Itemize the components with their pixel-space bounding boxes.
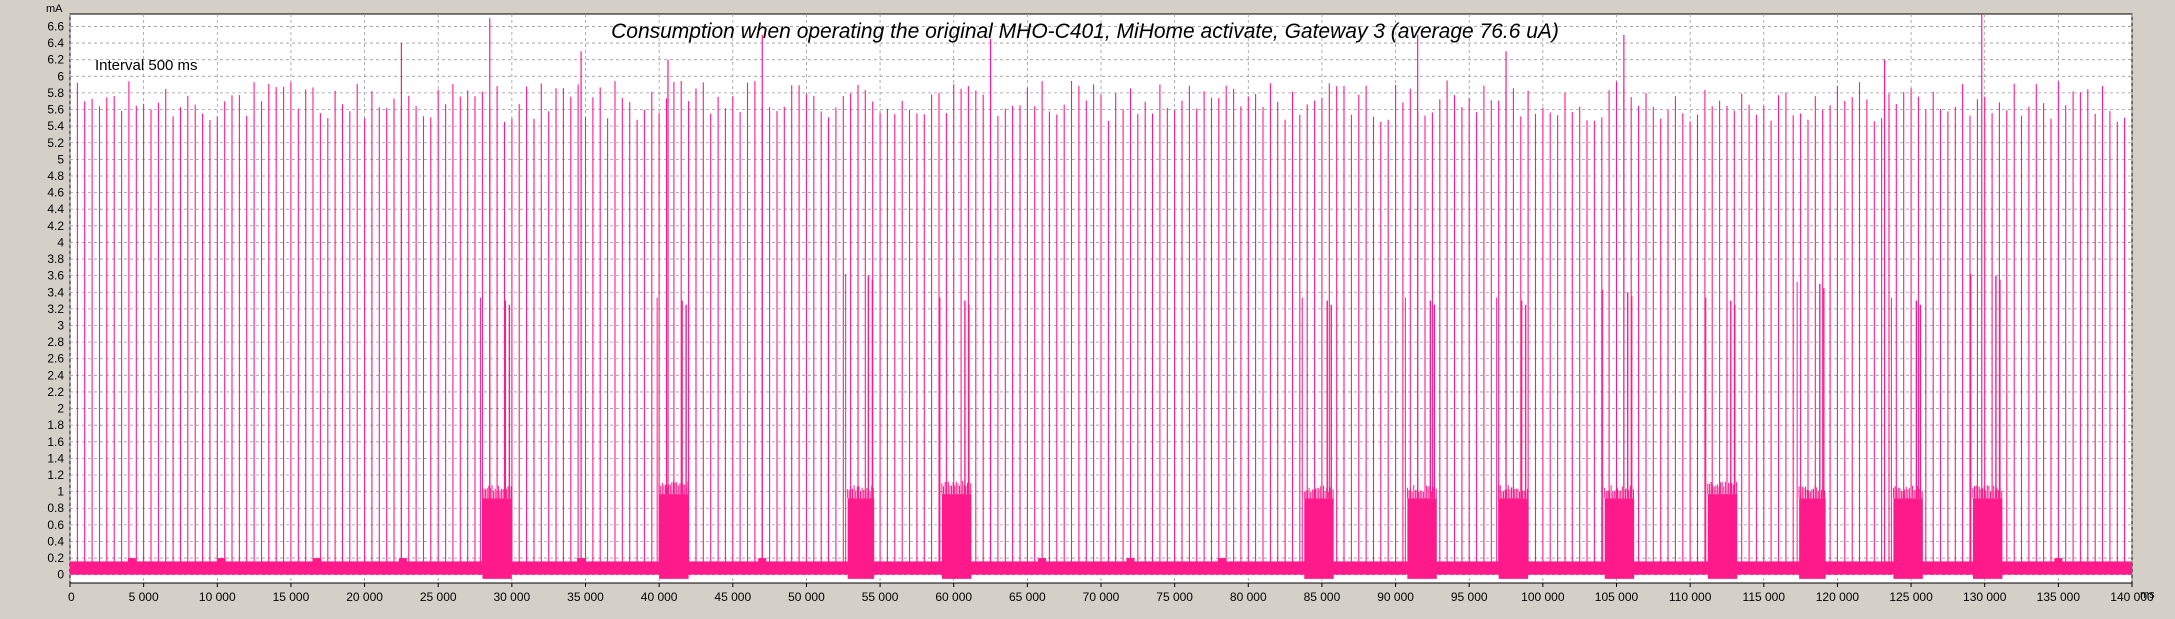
x-axis-label: ms: [2140, 589, 2155, 601]
y-tick-label: 1: [57, 485, 64, 499]
y-tick-label: 0.8: [47, 501, 64, 515]
activity-burst: [1498, 498, 1529, 579]
x-tick-label: 10 000: [199, 590, 236, 604]
activity-burst: [1604, 498, 1635, 579]
y-tick-label: 2.4: [47, 368, 64, 382]
y-tick-label: 1.8: [47, 418, 64, 432]
y-tick-label: 0.4: [47, 534, 64, 548]
x-tick-label: 30 000: [494, 590, 531, 604]
x-tick-label: 130 000: [1963, 590, 2007, 604]
minor-bump: [1038, 558, 1047, 569]
minor-bump: [2054, 558, 2063, 569]
y-tick-label: 1.6: [47, 435, 64, 449]
activity-burst: [941, 494, 972, 579]
x-tick-label: 15 000: [273, 590, 310, 604]
y-tick-label: 4.8: [47, 169, 64, 183]
y-tick-label: 2.8: [47, 335, 64, 349]
y-tick-label: 6.6: [47, 19, 64, 33]
x-tick-label: 140 000: [2110, 590, 2154, 604]
x-tick-label: 125 000: [1889, 590, 1933, 604]
minor-bump: [127, 558, 136, 569]
minor-bump: [1217, 558, 1226, 569]
y-tick-label: 6.4: [47, 36, 64, 50]
x-tick-label: 70 000: [1083, 590, 1120, 604]
x-tick-label: 95 000: [1451, 590, 1488, 604]
y-tick-label: 3.8: [47, 252, 64, 266]
y-tick-label: 5.2: [47, 136, 64, 150]
x-tick-label: 135 000: [2037, 590, 2081, 604]
y-tick-label: 4: [57, 235, 64, 249]
y-tick-label: 5.4: [47, 119, 64, 133]
x-tick-label: 60 000: [935, 590, 972, 604]
y-tick-label: 4.2: [47, 219, 64, 233]
y-tick-label: 0.6: [47, 518, 64, 532]
x-tick-label: 65 000: [1009, 590, 1046, 604]
y-tick-label: 4.4: [47, 202, 64, 216]
chart-title: Consumption when operating the original …: [611, 20, 1559, 43]
x-tick-label: 90 000: [1377, 590, 1414, 604]
minor-bump: [398, 558, 407, 569]
y-tick-label: 5.6: [47, 103, 64, 117]
y-tick-label: 5: [57, 152, 64, 166]
x-tick-label: 45 000: [714, 590, 751, 604]
activity-burst: [482, 498, 512, 579]
x-tick-label: 115 000: [1743, 590, 1786, 604]
x-tick-label: 80 000: [1230, 590, 1267, 604]
x-tick-label: 100 000: [1521, 590, 1565, 604]
activity-burst: [847, 498, 875, 579]
x-tick-label: 55 000: [862, 590, 899, 604]
minor-bump: [758, 558, 767, 569]
interval-annotation: Interval 500 ms: [95, 57, 198, 74]
y-tick-label: 1.2: [47, 468, 64, 482]
y-axis-label: mA: [46, 3, 63, 15]
x-tick-label: 40 000: [641, 590, 678, 604]
x-tick-label: 105 000: [1595, 590, 1639, 604]
minor-bump: [313, 558, 322, 569]
y-tick-label: 5.8: [47, 86, 64, 100]
activity-burst: [1707, 494, 1738, 579]
y-tick-label: 0.2: [47, 551, 64, 565]
minor-bump: [577, 558, 586, 569]
x-tick-label: 85 000: [1304, 590, 1341, 604]
y-tick-label: 6.2: [47, 53, 64, 67]
x-tick-label: 75 000: [1156, 590, 1193, 604]
activity-burst: [1972, 498, 2003, 579]
y-tick-label: 6: [57, 69, 64, 83]
minor-bump: [217, 558, 226, 569]
activity-burst: [1799, 498, 1826, 579]
x-tick-label: 120 000: [1816, 590, 1860, 604]
x-tick-label: 110 000: [1669, 590, 1712, 604]
y-tick-label: 2: [57, 402, 64, 416]
x-tick-label: 35 000: [567, 590, 604, 604]
series-line: [70, 14, 2132, 579]
x-tick-label: 5 000: [129, 590, 159, 604]
y-tick-label: 1.4: [47, 451, 64, 465]
minor-bump: [1126, 558, 1135, 569]
x-tick-label: 20 000: [346, 590, 383, 604]
activity-burst: [1407, 498, 1437, 579]
y-tick-label: 0: [57, 568, 64, 582]
activity-burst: [659, 494, 689, 579]
y-tick-label: 4.6: [47, 186, 64, 200]
y-tick-label: 2.2: [47, 385, 64, 399]
x-axis-ticks: 0 5 000 10 000 15 000 20 000 25 000 30 000 35 0…: [68, 583, 2154, 604]
y-tick-label: 2.6: [47, 352, 64, 366]
x-tick-label: 25 000: [420, 590, 457, 604]
x-tick-label: 50 000: [788, 590, 825, 604]
y-tick-label: 3.4: [47, 285, 64, 299]
y-tick-label: 3.6: [47, 269, 64, 283]
x-tick-label: 0: [68, 590, 75, 604]
y-tick-label: 3: [57, 318, 64, 332]
y-axis-ticks: 0 0.2 0.4 0.6 0.8 1 1.2 1.4 1.6 1.8 2 2.2 2.4 2.6 2.8 3…: [47, 19, 64, 581]
y-tick-label: 3.2: [47, 302, 64, 316]
activity-burst: [1304, 498, 1334, 579]
activity-burst: [1893, 498, 1923, 579]
